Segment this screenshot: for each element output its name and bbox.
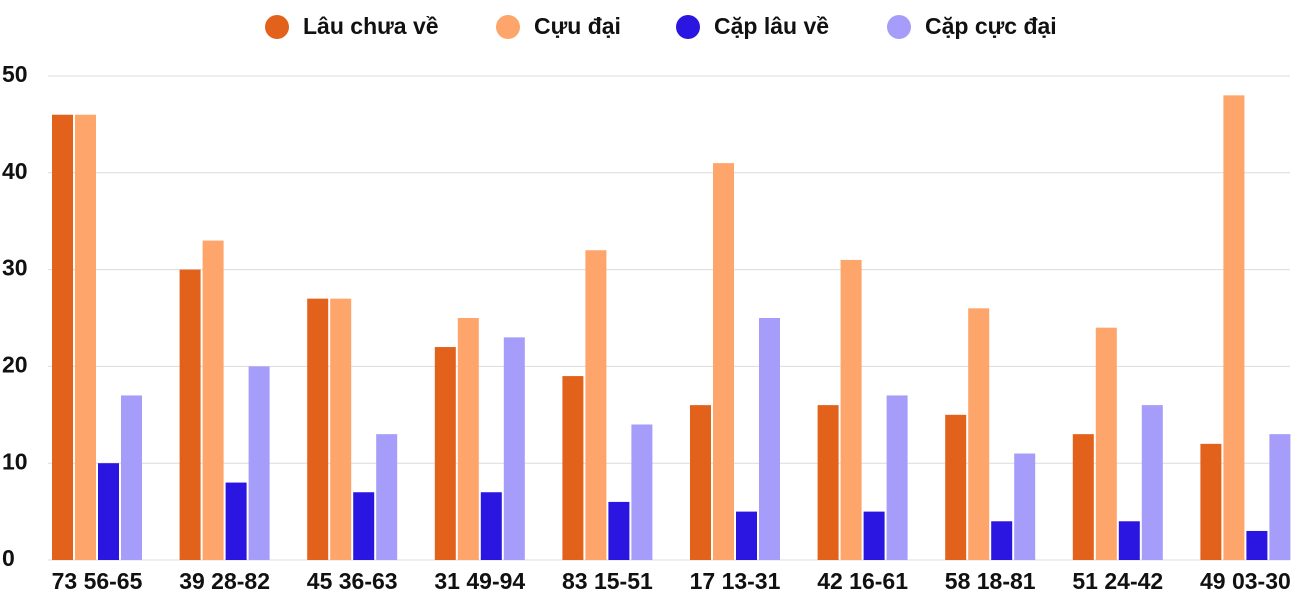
x-tick-label: 73 56-65	[52, 568, 143, 594]
y-tick-label: 40	[2, 158, 28, 184]
bar	[52, 114, 73, 560]
bar	[1014, 453, 1036, 560]
bar	[376, 434, 398, 560]
bar	[562, 376, 584, 560]
bar	[457, 318, 479, 560]
bar	[330, 298, 352, 560]
legend-marker	[496, 15, 520, 39]
bar	[736, 511, 757, 560]
bar	[585, 250, 607, 561]
legend-label: Cặp cực đại	[925, 13, 1057, 39]
bar	[713, 163, 734, 560]
bar	[631, 424, 653, 560]
bar	[179, 269, 201, 560]
x-tick-label: 17 13-31	[690, 568, 781, 594]
y-tick-label: 50	[2, 61, 28, 87]
bar	[75, 114, 96, 560]
bar	[121, 395, 142, 560]
bar	[886, 395, 908, 560]
legend-label: Lâu chưa về	[303, 13, 439, 39]
bar	[1269, 434, 1291, 560]
x-tick-label: 83 15-51	[562, 568, 653, 594]
x-tick-label: 42 16-61	[817, 568, 908, 594]
bar	[248, 366, 270, 560]
bar	[608, 501, 630, 560]
bar	[759, 318, 780, 560]
legend-marker	[887, 15, 911, 39]
bar	[968, 308, 990, 560]
bar	[225, 482, 247, 560]
bar	[202, 240, 224, 560]
legend-label: Cặp lâu về	[714, 13, 829, 39]
bar	[863, 511, 885, 560]
legend-marker	[265, 15, 289, 39]
x-tick-label: 39 28-82	[179, 568, 270, 594]
bar	[353, 492, 375, 560]
bar	[690, 405, 711, 560]
bar	[1072, 434, 1094, 560]
bar	[817, 405, 839, 560]
bar	[945, 414, 967, 560]
x-tick-label: 51 24-42	[1072, 568, 1163, 594]
bar	[98, 463, 119, 560]
legend-label: Cựu đại	[534, 13, 621, 39]
x-tick-label: 58 18-81	[945, 568, 1036, 594]
bar	[480, 492, 502, 560]
bar	[307, 298, 329, 560]
bar	[1200, 443, 1222, 560]
y-tick-label: 20	[2, 351, 28, 377]
x-tick-label: 45 36-63	[307, 568, 398, 594]
y-tick-label: 10	[2, 448, 28, 474]
x-tick-label: 31 49-94	[434, 568, 525, 594]
y-tick-label: 0	[2, 545, 15, 571]
bar	[840, 259, 862, 560]
bar	[1141, 405, 1163, 560]
bar	[1118, 521, 1140, 560]
bar	[503, 337, 525, 560]
legend-marker	[676, 15, 700, 39]
bar	[1095, 327, 1117, 560]
bar	[1223, 95, 1245, 561]
y-tick-label: 30	[2, 255, 28, 281]
bar	[991, 521, 1013, 560]
bar	[434, 347, 456, 560]
x-tick-label: 49 03-30	[1200, 568, 1291, 594]
bar	[1246, 530, 1268, 560]
